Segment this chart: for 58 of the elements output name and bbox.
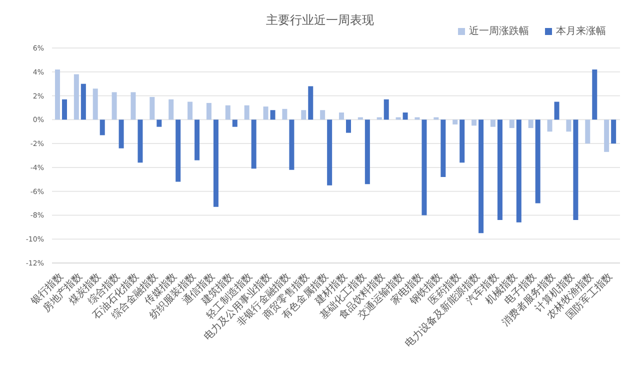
bar — [244, 105, 250, 120]
bar — [112, 92, 117, 120]
bar — [213, 120, 218, 207]
bar — [168, 99, 174, 120]
bar — [440, 120, 446, 177]
bar — [308, 86, 314, 120]
legend-label: 近一周涨跌幅 — [468, 24, 529, 38]
bar — [156, 120, 162, 127]
bar — [535, 120, 540, 204]
bar — [452, 120, 458, 124]
bar — [55, 70, 60, 120]
bar — [176, 120, 181, 182]
bar — [301, 110, 306, 120]
bar — [402, 112, 408, 120]
bar — [516, 120, 522, 222]
bar — [320, 110, 326, 120]
bar — [289, 120, 294, 170]
bar — [472, 120, 477, 126]
bar — [339, 112, 344, 120]
bar — [554, 102, 560, 120]
bar — [422, 120, 427, 216]
bar — [74, 74, 79, 120]
bar — [604, 120, 610, 152]
bar — [364, 120, 370, 184]
bar — [460, 120, 465, 163]
bar — [490, 120, 496, 127]
bar — [251, 120, 256, 169]
bar — [206, 102, 212, 120]
bar — [225, 105, 230, 120]
bar — [497, 120, 502, 220]
bar — [263, 106, 268, 120]
bar — [118, 120, 124, 148]
bar — [528, 120, 534, 128]
bar — [346, 120, 351, 133]
bar — [547, 120, 552, 132]
bar — [573, 120, 578, 220]
bar — [188, 102, 193, 120]
bar — [80, 84, 86, 120]
bar — [611, 120, 616, 144]
legend-label: 本月来涨幅 — [555, 24, 606, 38]
bar — [232, 120, 238, 127]
bar — [592, 70, 598, 120]
bar — [62, 99, 67, 120]
bar — [282, 108, 288, 120]
bar — [478, 120, 484, 234]
bar — [384, 99, 389, 120]
bar — [327, 120, 332, 186]
bar — [585, 120, 590, 144]
bar — [150, 96, 155, 120]
chart-title: 主要行业近一周表现 — [266, 13, 374, 27]
bar — [566, 120, 572, 132]
bar — [138, 120, 143, 163]
bar — [100, 120, 105, 136]
bar — [194, 120, 200, 160]
bar — [130, 92, 136, 120]
bar — [92, 88, 98, 120]
bar — [509, 120, 514, 128]
bar — [270, 110, 276, 120]
